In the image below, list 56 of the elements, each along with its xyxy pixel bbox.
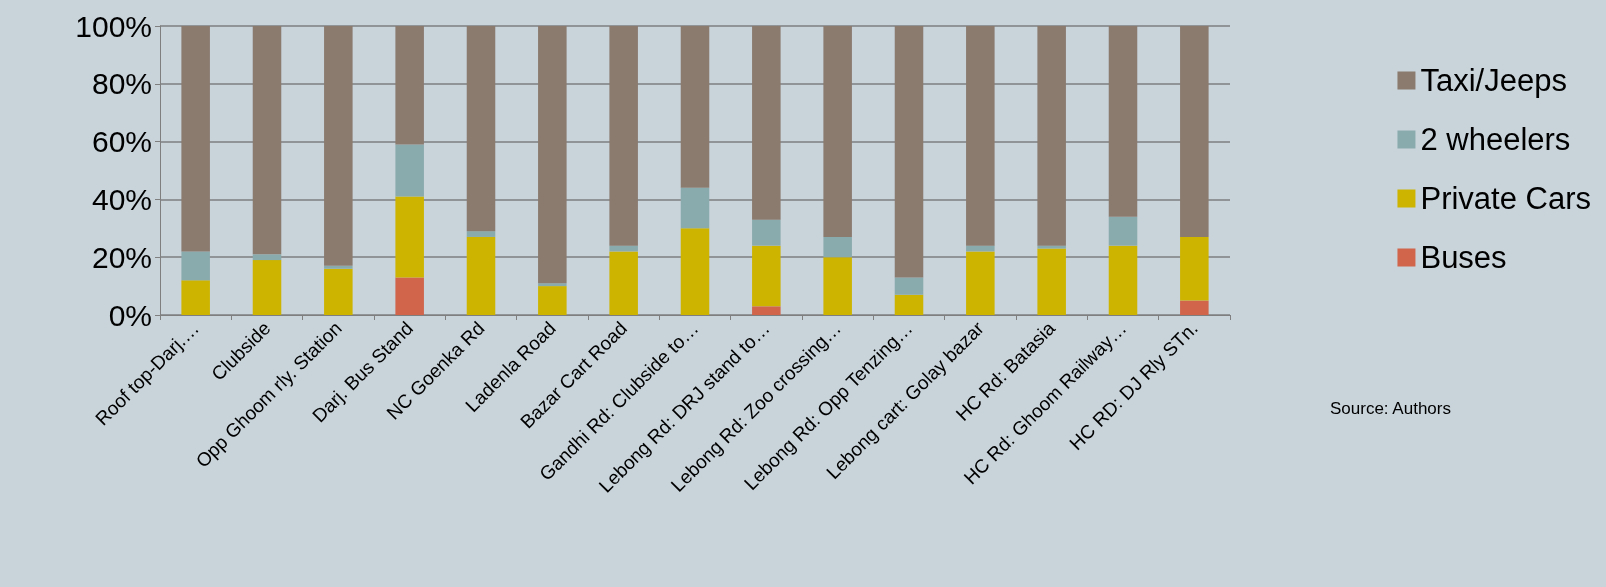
bar	[538, 26, 567, 284]
legend-label: Buses	[1420, 240, 1507, 275]
bar	[181, 280, 210, 315]
bar	[752, 219, 781, 246]
bar	[680, 26, 710, 188]
bar	[823, 236, 852, 258]
bar	[324, 268, 353, 315]
bar	[395, 26, 424, 145]
bar	[538, 283, 567, 287]
bar	[252, 260, 282, 315]
y-tick-label: 20%	[91, 240, 152, 274]
bar	[181, 26, 210, 252]
bar	[1037, 248, 1066, 315]
bar	[894, 294, 924, 315]
bar	[609, 26, 638, 246]
bar	[181, 251, 210, 281]
bar	[466, 236, 496, 315]
bar	[966, 26, 995, 246]
y-tick-label: 80%	[91, 67, 152, 101]
bar	[466, 26, 496, 232]
bar	[680, 228, 710, 315]
bar	[752, 245, 781, 307]
bar	[1037, 245, 1066, 249]
bar	[680, 187, 710, 229]
bar	[752, 306, 781, 315]
bar	[538, 286, 567, 315]
bar	[609, 251, 638, 315]
bar	[252, 254, 282, 261]
source-note: Source: Authors	[1330, 399, 1451, 418]
bar	[324, 26, 353, 266]
y-tick-label: 60%	[91, 125, 152, 159]
bar	[252, 26, 282, 255]
legend-label: Private Cars	[1420, 181, 1591, 216]
bar	[894, 26, 924, 278]
legend-label: 2 wheelers	[1420, 122, 1571, 157]
bar	[324, 265, 353, 269]
bar	[1108, 245, 1138, 315]
bar	[1108, 26, 1138, 217]
bar	[1037, 26, 1066, 246]
bar	[466, 231, 496, 237]
bar	[966, 251, 995, 315]
y-tick-label: 40%	[91, 182, 152, 216]
bar	[1180, 26, 1209, 237]
legend-label: Taxi/Jeeps	[1420, 63, 1567, 98]
bar	[823, 26, 852, 237]
bar	[395, 196, 424, 278]
bar	[395, 277, 424, 315]
bar	[752, 26, 781, 220]
bar	[395, 144, 424, 197]
bar	[823, 257, 852, 315]
bar	[1180, 236, 1209, 301]
bar	[1180, 300, 1209, 315]
y-tick-label: 100%	[75, 9, 152, 43]
bar	[1108, 216, 1138, 246]
y-tick-label: 0%	[108, 298, 152, 332]
bar	[894, 277, 924, 295]
